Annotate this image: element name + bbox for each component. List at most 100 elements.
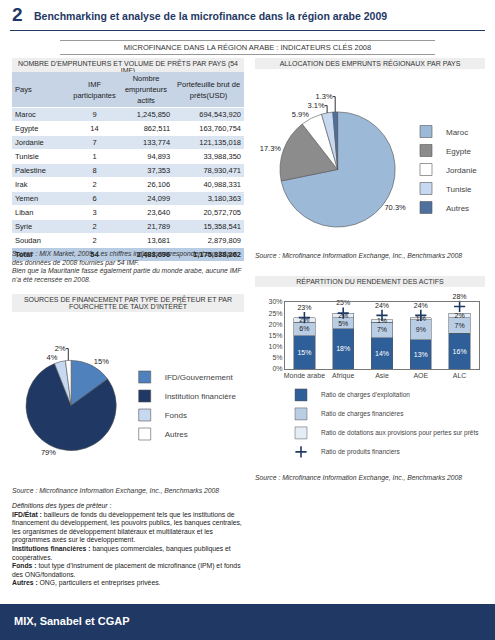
svg-text:28%: 28% [453,293,467,300]
svg-text:17.3%: 17.3% [260,144,282,153]
html-text:SOURCES DE FINANCEMENT PAR TYP: SOURCES DE FINANCEMENT PAR TYPE DE PRÊTE… [23,296,233,310]
html-text:IFD/État : bailleurs de fonds: IFD/État : bailleurs de fonds du dévelop… [12,510,242,544]
svg-text:Monde arabe: Monde arabe [284,372,325,379]
svg-text:Afrique: Afrique [332,372,354,380]
html-text:21,789: 21,789 [147,222,171,231]
svg-text:Ratio de dotations aux provisi: Ratio de dotations aux provisions pour p… [321,429,479,437]
svg-text:14%: 14% [375,350,389,357]
html-text:33,988,350: 33,988,350 [203,152,241,161]
svg-text:Autres: Autres [446,204,469,213]
svg-text:13%: 13% [414,351,428,358]
svg-text:2%: 2% [55,344,66,353]
html-text:Irak: Irak [15,180,28,189]
svg-text:10%: 10% [269,343,283,350]
svg-text:1%: 1% [416,315,426,322]
html-text:Syrie: Syrie [15,222,33,231]
svg-text:1%: 1% [377,317,387,324]
svg-text:23%: 23% [297,304,311,311]
svg-text:Autres: Autres [165,430,188,439]
html-text:78,930,471: 78,930,471 [203,166,241,175]
html-text:133,774: 133,774 [143,138,171,147]
html-text:2: 2 [12,4,23,25]
svg-text:79%: 79% [41,448,56,457]
html-text:NOMBRE D’EMPRUNTEURS ET VOLUME: NOMBRE D’EMPRUNTEURS ET VOLUME DE PRÊTS … [18,60,238,74]
html-text:40,988,331: 40,988,331 [203,180,241,189]
svg-text:25%: 25% [269,310,283,317]
html-text:121,135,018: 121,135,018 [199,138,241,147]
svg-text:Asie: Asie [375,372,389,379]
svg-text:Tunisie: Tunisie [446,185,472,194]
html-text:Tunisie: Tunisie [15,152,39,161]
html-text:26,106: 26,106 [147,180,171,189]
svg-text:15%: 15% [269,332,283,339]
svg-text:3.1%: 3.1% [307,101,324,110]
svg-text:Fonds: Fonds [165,411,187,420]
svg-text:7%: 7% [455,322,465,329]
html-text:Palestine: Palestine [15,166,46,175]
svg-text:20%: 20% [269,321,283,328]
html-text:Benchmarking et analyse de la: Benchmarking et analyse de la microfinan… [34,10,388,22]
html-text:Jordanie: Jordanie [15,138,44,147]
svg-text:AOE: AOE [413,372,428,379]
svg-text:16%: 16% [453,348,467,355]
svg-text:5%: 5% [338,320,348,327]
svg-text:24%: 24% [414,302,428,309]
svg-text:Ratio de produits financiers: Ratio de produits financiers [321,448,401,456]
html-text:2,879,809: 2,879,809 [207,236,241,245]
html-text:94,893: 94,893 [147,152,171,161]
svg-text:Egypte: Egypte [446,147,471,156]
svg-text:Institution financière: Institution financière [165,392,237,401]
svg-text:24%: 24% [375,302,389,309]
html-text:Liban: Liban [15,208,34,217]
svg-text:7%: 7% [377,326,387,333]
html-text:MICROFINANCE DANS LA RÉGION AR: MICROFINANCE DANS LA RÉGION ARABE : INDI… [123,43,372,52]
html-text:Nombre emprunteurs actifs: Nombre emprunteurs actifs [124,74,167,105]
html-text:862,511: 862,511 [143,124,171,133]
html-text:163,760,754: 163,760,754 [199,124,241,133]
html-text:37,353: 37,353 [147,166,171,175]
html-text:Portefeuille brut de prêts(USD: Portefeuille brut de prêts(USD) [177,79,241,100]
html-text:MIX, Sanabel et CGAP: MIX, Sanabel et CGAP [14,615,130,627]
svg-text:15%: 15% [297,349,311,356]
svg-text:2%: 2% [299,316,309,323]
svg-text:ALC: ALC [453,372,467,379]
html-text:Fonds : tout type d’instrument: Fonds : tout type d’instrument de placem… [12,562,241,578]
svg-text:IFD/Gouvernement: IFD/Gouvernement [165,373,234,382]
html-text:Bien que la Mauritanie fasse é: Bien que la Mauritanie fasse également p… [12,267,242,283]
svg-text:0%: 0% [272,365,282,372]
html-text:24,099: 24,099 [147,194,171,203]
svg-text:Maroc: Maroc [446,128,468,137]
svg-text:30%: 30% [269,298,283,305]
html-text:Yemen: Yemen [15,194,39,203]
html-text:14: 14 [90,124,99,133]
html-text:Pays: Pays [15,85,32,94]
html-text:23,640: 23,640 [147,208,171,217]
svg-text:Jordanie: Jordanie [446,166,477,175]
svg-text:2%: 2% [455,312,465,319]
svg-text:70.3%: 70.3% [384,203,406,212]
svg-text:4%: 4% [46,353,57,362]
svg-text:Ratio de charges financières: Ratio de charges financières [321,410,404,418]
html-text:694,543,920: 694,543,920 [199,110,241,119]
svg-text:6%: 6% [299,325,309,332]
html-text:1,245,850: 1,245,850 [136,110,171,119]
html-text:Egypte: Egypte [15,124,39,133]
html-text:13,681: 13,681 [147,236,171,245]
html-text:Institutions financières : ban: Institutions financières : banques comme… [12,545,231,561]
svg-text:1.3%: 1.3% [316,92,333,101]
html-text:3,180,363: 3,180,363 [207,194,241,203]
html-text:Soudan: Soudan [15,236,41,245]
svg-text:25%: 25% [336,299,350,306]
svg-text:5%: 5% [272,354,282,361]
svg-text:2%: 2% [338,312,348,319]
html-text:Source : MIX Market, 2009. Les: Source : MIX Market, 2009. Les chiffres … [12,250,238,266]
html-text:Maroc: Maroc [15,110,36,119]
svg-text:18%: 18% [336,345,350,352]
svg-text:Ratio de charges d’exploitatio: Ratio de charges d’exploitation [321,391,410,399]
svg-text:5.9%: 5.9% [292,110,309,119]
html-text:20,572,705: 20,572,705 [203,208,241,217]
html-text:15,358,541: 15,358,541 [203,222,241,231]
svg-text:9%: 9% [416,326,426,333]
html-text:IMF participantes: IMF participantes [73,79,116,100]
svg-text:15%: 15% [94,357,109,366]
